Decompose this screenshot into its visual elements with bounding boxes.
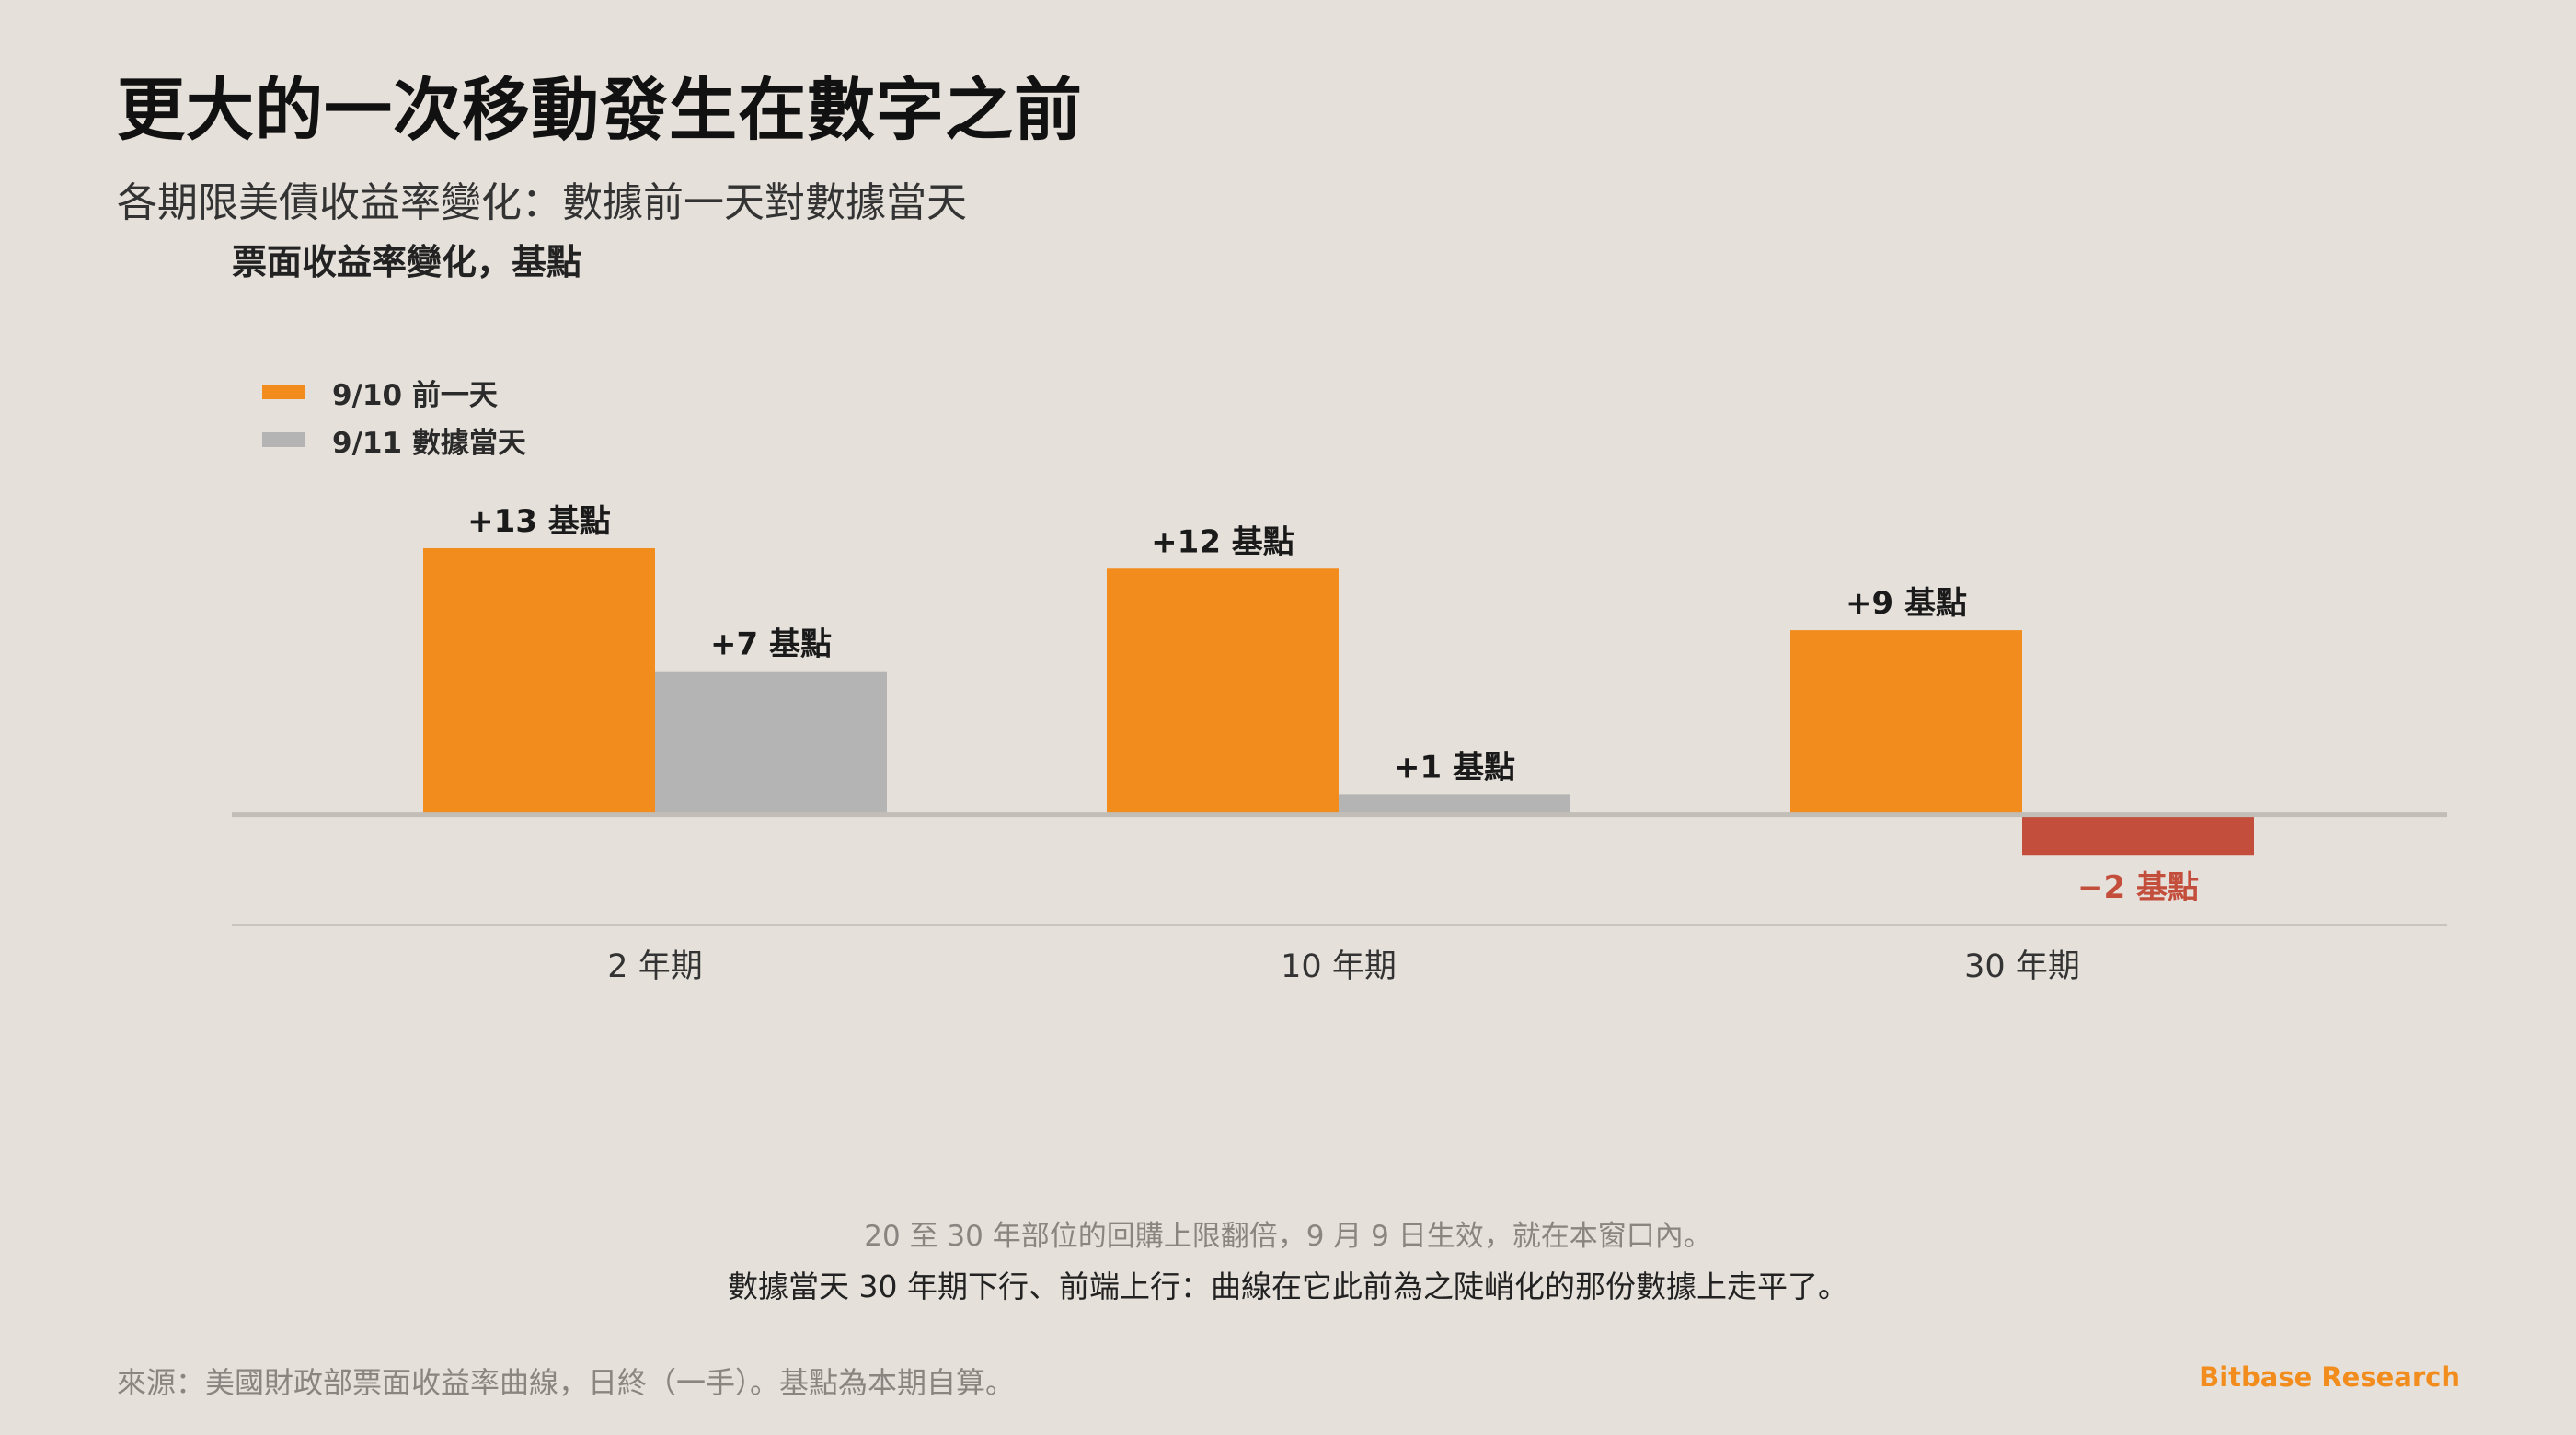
data-label: +13 基點 bbox=[467, 503, 611, 540]
data-label: +1 基點 bbox=[1394, 749, 1515, 786]
legend-swatch-gray bbox=[262, 432, 305, 447]
legend-item-prev-day: 9/10 前一天 bbox=[262, 368, 526, 416]
legend-label: 9/11 數據當天 bbox=[332, 426, 526, 460]
x-tick-label: 30 年期 bbox=[1964, 948, 2080, 985]
legend-label: 9/10 前一天 bbox=[332, 378, 498, 412]
footnote-takeaway: 數據當天 30 年期下行、前端上行：曲線在它此前為之陡峭化的那份數據上走平了。 bbox=[728, 1269, 1848, 1304]
source-note: 來源：美國財政部票面收益率曲線，日終（一手）。基點為本期自算。 bbox=[117, 1365, 1016, 1400]
bar-data-day-2 bbox=[1339, 794, 1570, 815]
data-label: +7 基點 bbox=[710, 626, 832, 663]
bar-prev-day-2 bbox=[1107, 568, 1339, 815]
bar-data-day-1 bbox=[655, 671, 887, 815]
x-tick-label: 10 年期 bbox=[1281, 948, 1397, 985]
data-label: +9 基點 bbox=[1846, 585, 1967, 622]
data-label: +12 基點 bbox=[1151, 523, 1294, 560]
chart-subtitle: 各期限美債收益率變化：數據前一天對數據當天 bbox=[117, 179, 967, 226]
bar-prev-day-3 bbox=[1790, 630, 2022, 815]
legend-swatch-orange bbox=[262, 385, 305, 399]
chart-title: 更大的一次移動發生在數字之前 bbox=[117, 71, 1083, 150]
legend: 9/10 前一天 9/11 數據當天 bbox=[262, 368, 526, 464]
x-tick-label: 2 年期 bbox=[607, 948, 702, 985]
legend-item-data-day: 9/11 數據當天 bbox=[262, 416, 526, 464]
brand-logo: Bitbase Research bbox=[2199, 1361, 2460, 1393]
bar-data-day-3 bbox=[2022, 814, 2254, 856]
footnote-context: 20 至 30 年部位的回購上限翻倍，9 月 9 日生效，就在本窗口內。 bbox=[864, 1220, 1712, 1253]
data-label: −2 基點 bbox=[2077, 869, 2199, 906]
y-unit-label: 票面收益率變化，基點 bbox=[232, 242, 582, 282]
bar-prev-day-1 bbox=[423, 547, 655, 815]
